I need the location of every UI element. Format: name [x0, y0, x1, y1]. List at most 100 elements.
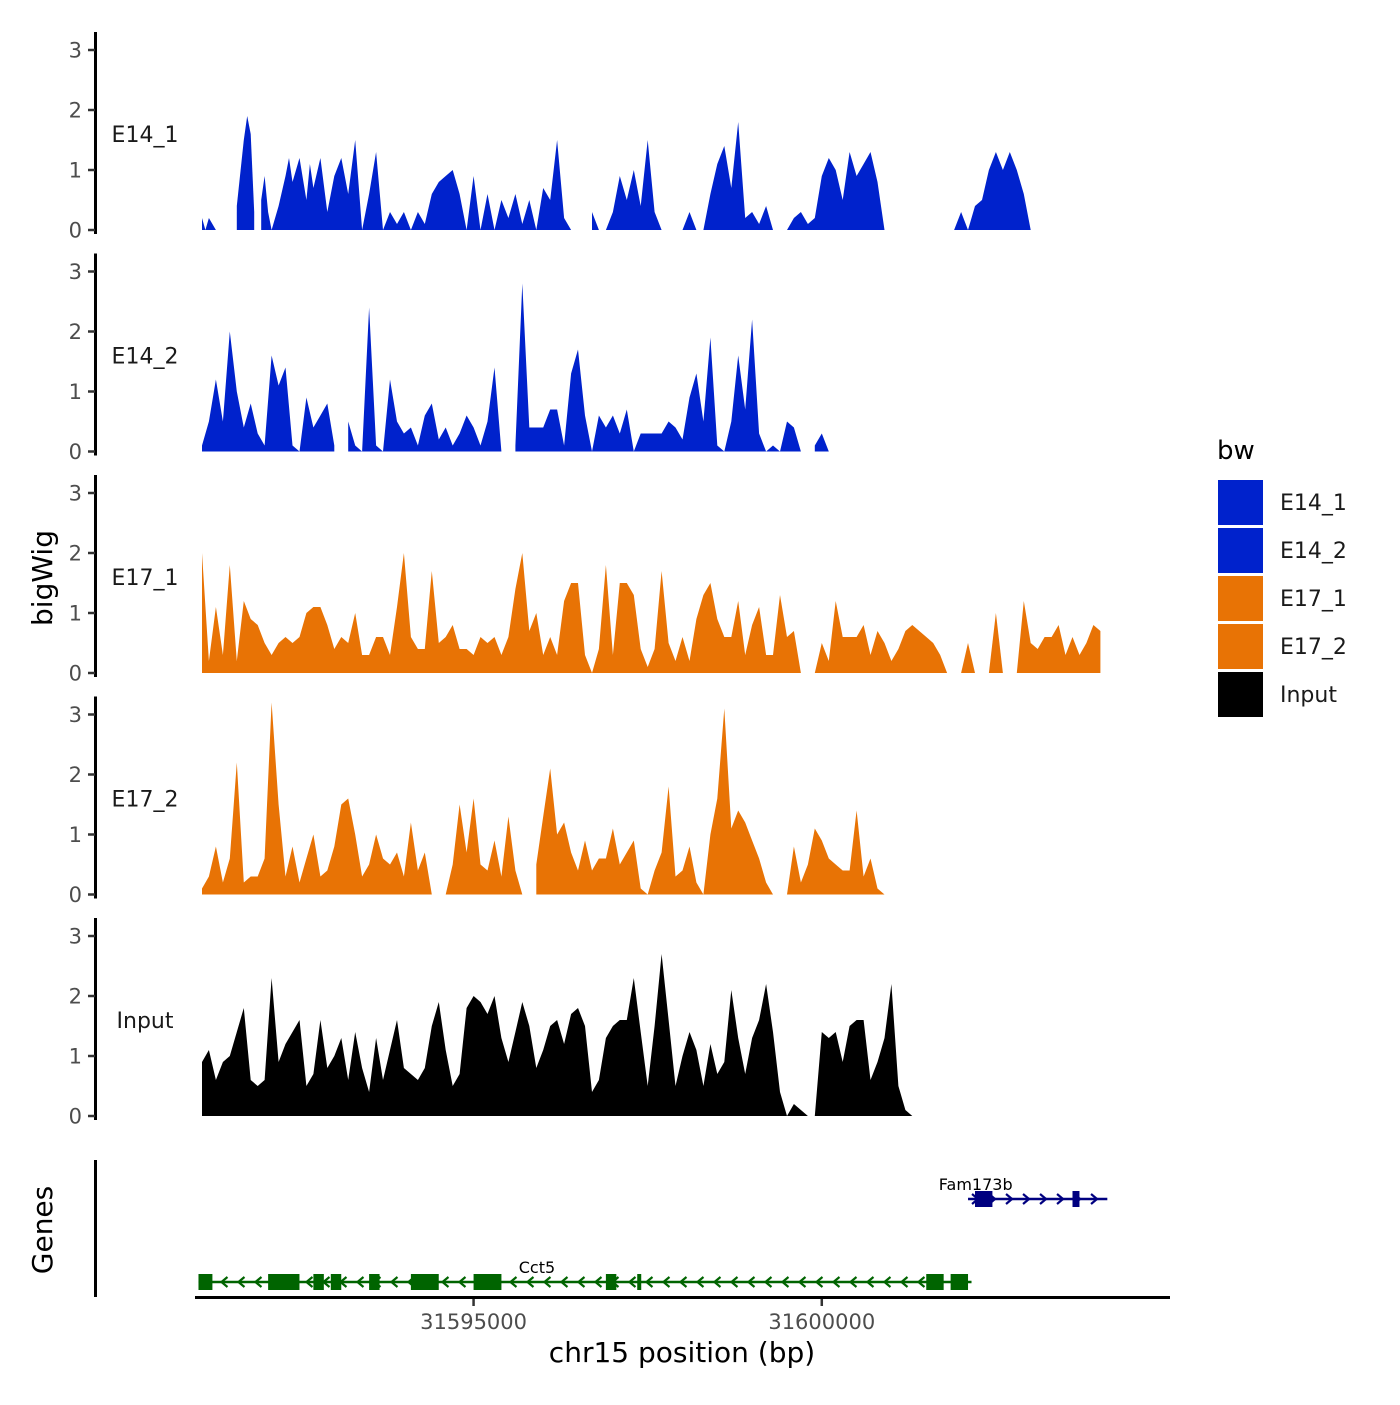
strand-arrow: [1005, 1193, 1014, 1205]
coverage-area: [988, 613, 1003, 673]
y-tick-label: 0: [69, 440, 82, 464]
y-tick-label: 0: [69, 883, 82, 907]
exon: [330, 1274, 342, 1290]
track-label: E14_2: [112, 345, 179, 370]
track-label: Input: [117, 1009, 174, 1034]
track-e14-2: 0 1 2 3 E14_2: [69, 253, 836, 464]
x-tick-label: 31595000: [420, 1310, 527, 1334]
strand-arrow: [1090, 1193, 1099, 1205]
strand-arrow: [593, 1276, 603, 1288]
exon: [975, 1191, 993, 1207]
strand-arrow: [457, 1276, 467, 1288]
gene-fam173b: Fam173b: [939, 1175, 1108, 1207]
strand-arrow: [559, 1276, 569, 1288]
strand-arrow: [882, 1276, 892, 1288]
strand-arrow: [899, 1276, 909, 1288]
y-tick-label: 1: [69, 380, 82, 404]
strand-arrow: [440, 1276, 450, 1288]
strand-arrow: [848, 1276, 858, 1288]
coverage-area: [814, 601, 948, 673]
strand-arrow: [712, 1276, 722, 1288]
strand-arrow: [695, 1276, 705, 1288]
y-tick-label: 1: [69, 159, 82, 183]
strand-arrow: [1022, 1193, 1031, 1205]
coverage-area: [348, 307, 502, 452]
strand-arrow: [814, 1276, 824, 1288]
coverage-area: [236, 116, 255, 230]
strand-arrow: [627, 1276, 637, 1288]
y-tick-label: 3: [69, 482, 82, 506]
y-tick-label: 0: [69, 219, 82, 243]
strand-arrow: [746, 1276, 756, 1288]
x-axis-ticks: 31595000 31600000: [420, 1299, 875, 1334]
y-tick-label: 2: [69, 542, 82, 566]
coverage-area: [787, 152, 885, 230]
coverage-area: [954, 152, 1087, 230]
exon: [198, 1274, 213, 1290]
coverage-area: [536, 708, 773, 895]
y-tick-label: 1: [69, 823, 82, 847]
strand-arrow: [831, 1276, 841, 1288]
legend-swatch: [1218, 624, 1263, 669]
y-tick-label: 2: [69, 763, 82, 787]
coverage-tracks: 0 1 2 3 E14_1 0 1 2 3 E14_2 0 1 2 3 E17_1 0 1 2 3 E17_2 0 1 2 3…: [69, 32, 1101, 1129]
coverage-area: [682, 122, 773, 230]
strand-arrow: [508, 1276, 518, 1288]
y-tick-label: 2: [69, 320, 82, 344]
exon: [410, 1274, 439, 1290]
track-e14-1: 0 1 2 3 E14_1: [69, 32, 1087, 243]
strand-arrow: [525, 1276, 535, 1288]
coverage-area: [202, 331, 335, 452]
exon: [473, 1274, 502, 1290]
coverage-area: [814, 433, 836, 452]
y-tick-label: 1: [69, 602, 82, 626]
coverage-area: [787, 810, 885, 895]
legend-label: E17_1: [1280, 587, 1347, 612]
exon: [369, 1274, 380, 1290]
coverage-area: [202, 954, 913, 1116]
gene-track: Cct5 Fam173b: [198, 1175, 1108, 1290]
coverage-area: [592, 140, 662, 230]
legend-swatch: [1218, 528, 1263, 573]
strand-arrow: [865, 1276, 875, 1288]
exon: [605, 1274, 617, 1290]
coverage-area: [445, 798, 523, 895]
coverage-area: [961, 643, 975, 673]
strand-arrow: [253, 1276, 263, 1288]
strand-arrow: [389, 1276, 399, 1288]
y-tick-label: 0: [69, 1105, 82, 1129]
legend-label: E14_2: [1280, 539, 1347, 564]
y-tick-label: 3: [69, 260, 82, 284]
gene-cct5: Cct5: [198, 1258, 972, 1290]
legend-swatch: [1218, 480, 1263, 525]
track-input: 0 1 2 3 Input: [69, 918, 913, 1129]
exon: [637, 1274, 642, 1290]
strand-arrow: [644, 1276, 654, 1288]
legend-entries: E14_1 E14_2 E17_1 E17_2 Input: [1218, 480, 1347, 717]
exon: [926, 1274, 944, 1290]
track-e17-1: 0 1 2 3 E17_1: [69, 475, 1101, 686]
track-e17-2: 0 1 2 3 E17_2: [69, 696, 885, 907]
track-label: E17_2: [112, 788, 179, 813]
y-tick-label: 3: [69, 39, 82, 63]
strand-arrow: [678, 1276, 688, 1288]
y-tick-label: 1: [69, 1045, 82, 1069]
track-label: E14_1: [112, 123, 179, 148]
y-tick-label: 3: [69, 703, 82, 727]
strand-arrow: [661, 1276, 671, 1288]
coverage-area: [261, 140, 572, 230]
coverage-area: [202, 218, 216, 230]
exon: [1072, 1191, 1080, 1207]
legend-swatch: [1218, 576, 1263, 621]
legend: bw E14_1 E14_2 E17_1 E17_2 Input: [1217, 436, 1347, 717]
y-tick-label: 2: [69, 985, 82, 1009]
gene-label: Cct5: [519, 1258, 555, 1277]
strand-arrow: [780, 1276, 790, 1288]
strand-arrow: [763, 1276, 773, 1288]
legend-label: E14_1: [1280, 491, 1347, 516]
strand-arrow: [797, 1276, 807, 1288]
coverage-area: [202, 702, 432, 895]
strand-arrow: [1056, 1193, 1065, 1205]
strand-arrow: [576, 1276, 586, 1288]
